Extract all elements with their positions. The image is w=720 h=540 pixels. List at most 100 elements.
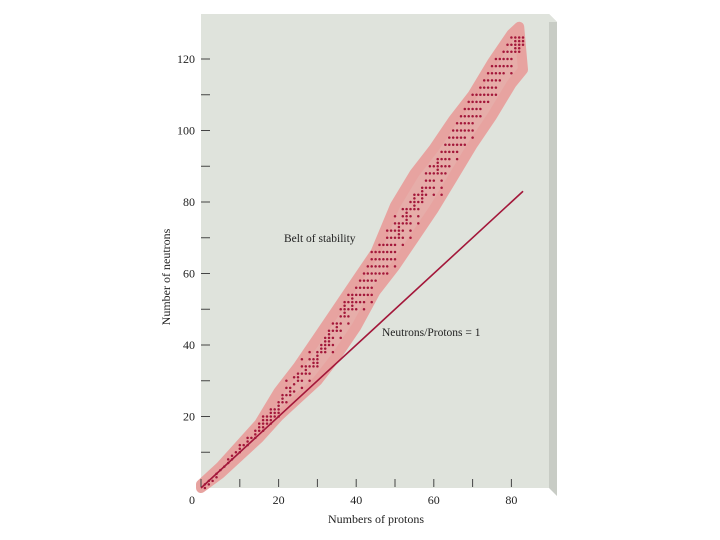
- stable-nucleus-point: [300, 372, 304, 375]
- stable-nucleus-point: [517, 50, 521, 54]
- stable-nucleus-point: [331, 343, 335, 347]
- stable-nucleus-point: [424, 193, 428, 197]
- stable-nucleus-point: [440, 150, 443, 154]
- stable-nucleus-point: [451, 129, 455, 132]
- stable-nucleus-point: [339, 322, 342, 325]
- stable-nucleus-point: [254, 429, 257, 433]
- stable-nucleus-point: [440, 157, 443, 161]
- stable-nucleus-point: [475, 114, 478, 118]
- stable-nucleus-point: [420, 186, 424, 189]
- stable-nucleus-point: [467, 107, 470, 111]
- stable-nucleus-point: [510, 72, 513, 75]
- stable-nucleus-point: [428, 172, 432, 175]
- stable-nucleus-point: [261, 415, 265, 418]
- stable-nucleus-point: [393, 250, 397, 254]
- stable-nucleus-point: [277, 411, 280, 415]
- stable-nucleus-point: [397, 236, 401, 240]
- stable-nucleus-point: [506, 50, 509, 54]
- stable-nucleus-point: [451, 150, 455, 154]
- y-tick-label: 80: [183, 195, 195, 209]
- stable-nucleus-point: [389, 229, 393, 232]
- stable-nucleus-point: [459, 136, 463, 139]
- stable-nucleus-point: [234, 451, 238, 454]
- stable-nucleus-point: [432, 179, 436, 182]
- stable-nucleus-point: [358, 300, 362, 304]
- stable-nucleus-point: [366, 265, 370, 268]
- stable-nucleus-point: [316, 354, 319, 357]
- stable-nucleus-point: [514, 47, 517, 50]
- stable-nucleus-point: [506, 43, 509, 46]
- stable-nucleus-point: [347, 315, 350, 318]
- stable-nucleus-point: [490, 64, 494, 68]
- stable-nucleus-point: [366, 286, 370, 290]
- stable-nucleus-point: [327, 329, 331, 332]
- stable-nucleus-point: [428, 186, 432, 189]
- stable-nucleus-point: [517, 39, 521, 43]
- stable-nucleus-point: [257, 429, 261, 433]
- stable-nucleus-point: [486, 100, 490, 104]
- stable-nucleus-point: [502, 50, 505, 54]
- stable-nucleus-point: [331, 336, 335, 340]
- stable-nucleus-point: [382, 257, 385, 261]
- stable-nucleus-point: [374, 257, 377, 261]
- stable-nucleus-point: [362, 300, 366, 304]
- stable-nucleus-point: [226, 458, 230, 461]
- stable-nucleus-point: [502, 57, 505, 61]
- stable-nucleus-point: [288, 393, 292, 397]
- stable-nucleus-point: [494, 86, 498, 89]
- stable-nucleus-point: [269, 411, 273, 415]
- stable-nuclei-points: [203, 36, 525, 490]
- stable-nucleus-point: [358, 279, 362, 282]
- stable-nucleus-point: [382, 243, 385, 247]
- stable-nucleus-point: [389, 243, 393, 247]
- y-tick-label: 100: [177, 124, 195, 138]
- stable-nucleus-point: [463, 107, 467, 111]
- stable-nucleus-point: [440, 165, 443, 168]
- stable-nucleus-point: [273, 411, 276, 415]
- stable-nucleus-point: [230, 454, 234, 458]
- stable-nucleus-point: [494, 79, 498, 82]
- stable-nucleus-point: [246, 443, 249, 447]
- y-tick-label: 20: [183, 410, 195, 424]
- stable-nucleus-point: [207, 483, 211, 486]
- stable-nucleus-point: [362, 293, 366, 297]
- stable-nucleus-point: [374, 272, 377, 275]
- stable-nucleus-point: [393, 236, 397, 240]
- stable-nucleus-point: [385, 229, 389, 232]
- stable-nucleus-point: [514, 50, 517, 54]
- stable-nucleus-point: [327, 336, 331, 340]
- stable-nucleus-point: [448, 165, 451, 168]
- stable-nucleus-point: [440, 193, 443, 197]
- stable-nucleus-point: [444, 157, 447, 161]
- stable-nucleus-point: [374, 265, 377, 268]
- stable-nucleus-point: [482, 86, 486, 89]
- stable-nucleus-point: [494, 72, 498, 75]
- stable-nucleus-point: [417, 200, 420, 204]
- stable-nucleus-point: [405, 222, 408, 225]
- stable-nucleus-point: [211, 479, 214, 483]
- stable-nucleus-point: [463, 136, 467, 139]
- stable-nucleus-point: [413, 204, 416, 207]
- stable-nucleus-point: [444, 143, 447, 147]
- stable-nucleus-point: [444, 150, 447, 154]
- stable-nucleus-point: [475, 100, 478, 104]
- stable-nucleus-point: [521, 39, 525, 43]
- stable-nucleus-point: [490, 72, 494, 75]
- stable-nucleus-point: [203, 486, 207, 490]
- stable-nucleus-point: [312, 361, 315, 365]
- stable-nucleus-point: [304, 368, 308, 372]
- x-tick-label: 20: [273, 493, 285, 507]
- stable-nucleus-point: [335, 325, 339, 329]
- stable-nucleus-point: [285, 379, 288, 383]
- stable-nucleus-point: [343, 308, 346, 311]
- stable-nucleus-point: [498, 57, 502, 61]
- stable-nucleus-point: [506, 64, 509, 68]
- y-tick-label: 120: [177, 52, 195, 66]
- stable-nucleus-point: [459, 114, 463, 118]
- stable-nucleus-point: [498, 64, 502, 68]
- stable-nucleus-point: [424, 172, 428, 175]
- stable-nucleus-point: [378, 257, 381, 261]
- stable-nucleus-point: [420, 197, 424, 200]
- stable-nucleus-point: [273, 415, 276, 418]
